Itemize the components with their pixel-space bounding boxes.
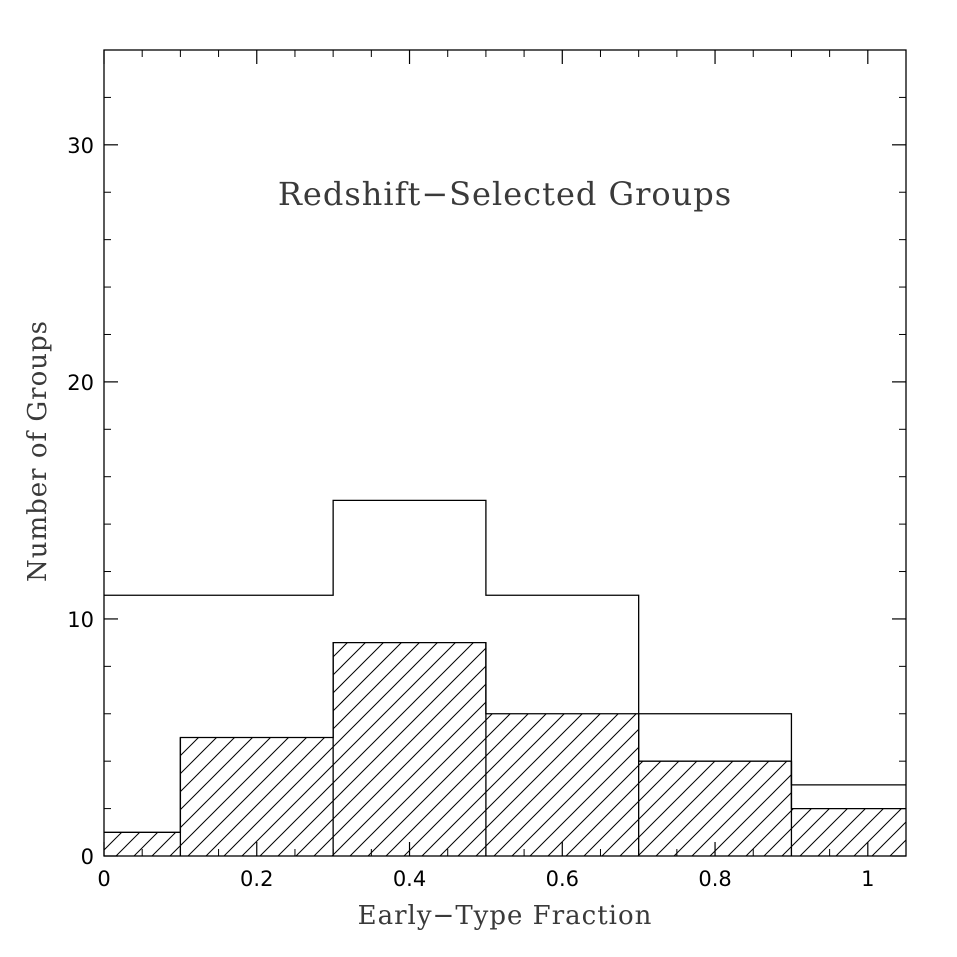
x-tick-label-2: 0.4: [393, 867, 426, 891]
hatched-bar-0: [104, 832, 181, 856]
hatched-bar-5: [791, 808, 906, 856]
y-axis-label: Number of Groups: [23, 320, 53, 582]
y-tick-label-1: 10: [67, 608, 94, 632]
x-axis-label: Early−Type Fraction: [358, 901, 653, 931]
open-histogram: [104, 499, 906, 786]
y-tick-label-0: 0: [81, 845, 94, 869]
hatched-histogram: [104, 641, 906, 856]
hatched-bar-3: [485, 713, 639, 856]
chart-annotation: Redshift−Selected Groups: [278, 175, 732, 213]
hatched-bar-1: [180, 737, 334, 856]
x-tick-label-1: 0.2: [240, 867, 273, 891]
x-tick-label-5: 1: [861, 867, 874, 891]
plot-frame: [103, 49, 907, 857]
axis-ticks: [103, 49, 906, 857]
x-tick-label-3: 0.6: [546, 867, 579, 891]
y-tick-label-2: 20: [67, 371, 94, 395]
hatched-bar-2: [333, 642, 486, 856]
x-tick-label-4: 0.8: [698, 867, 731, 891]
hatched-bar-4: [638, 761, 792, 856]
y-tick-label-3: 30: [67, 134, 94, 158]
open-histogram-outline: [104, 499, 906, 786]
x-tick-label-0: 0: [97, 867, 110, 891]
